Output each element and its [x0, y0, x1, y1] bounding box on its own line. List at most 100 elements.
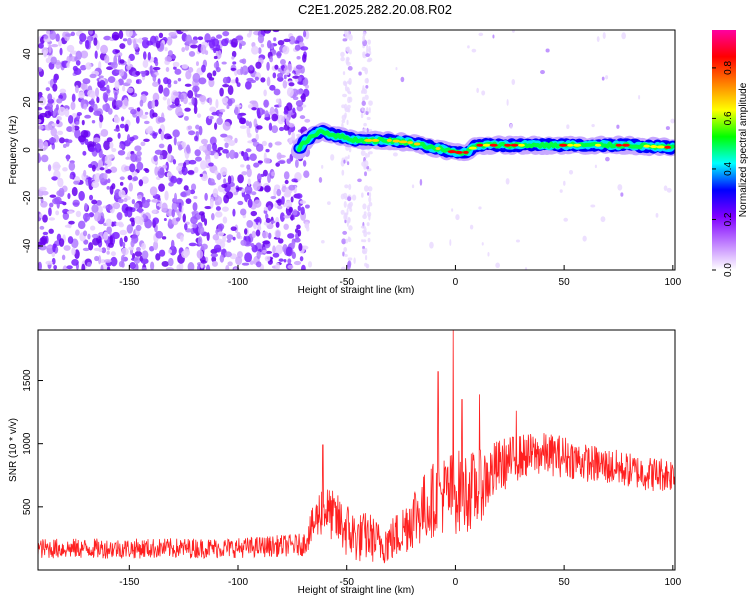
colorbar-tick-label: 0.0 [723, 263, 734, 277]
spectrogram-noise-dot [106, 185, 110, 190]
spectrogram-noise-dot [88, 242, 94, 251]
spectrogram-noise-dot [122, 38, 128, 42]
spectrogram-noise-dot [71, 93, 76, 103]
spectrogram-faint-dot [455, 214, 460, 221]
spectrogram-noise-dot [112, 231, 120, 240]
colorbar-ticks: 0.0 0.2 0.4 0.6 0.8 [712, 61, 734, 277]
spectrogram-faint-dot [345, 46, 350, 52]
spectrogram-noise-dot [118, 68, 125, 77]
spectrogram-noise-dot [45, 57, 52, 64]
spectrogram-noise-dot [81, 263, 86, 270]
spectrogram-faint-dot [620, 192, 624, 197]
spectrogram-noise-dot [93, 110, 102, 116]
spectrogram-faint-dot [340, 56, 345, 62]
spectrogram-noise-dot [147, 51, 151, 61]
spectrogram-noise-dot [115, 100, 123, 108]
spectrogram-noise-dot [283, 215, 291, 219]
ridge-hot-spot [462, 150, 469, 154]
spectrogram-noise-dot [170, 239, 175, 250]
spectrogram-noise-dot [136, 150, 142, 157]
spectrogram-noise-dot [192, 223, 198, 229]
spectrogram-noise-dot [177, 77, 182, 82]
spectrogram-noise-dot [109, 141, 114, 149]
spectrogram-faint-dot [363, 185, 369, 192]
spectrogram-noise-dot [123, 235, 128, 243]
spectrogram-noise-dot [190, 39, 198, 45]
spectrogram-faint-dot [321, 239, 325, 244]
spectrogram-faint-dot [340, 193, 345, 200]
spectrogram-noise-dot [162, 164, 168, 169]
spectrogram-noise-dot [286, 158, 292, 164]
spectrogram-noise-dot [222, 31, 230, 37]
spectrogram-noise-dot [42, 231, 49, 236]
spectrogram-faint-dot [347, 66, 353, 71]
spectrogram-noise-dot [105, 204, 113, 211]
spectrogram-noise-dot [241, 188, 245, 193]
spectrogram-noise-dot [49, 202, 54, 208]
spectrogram-noise-dot [180, 191, 187, 198]
spectrogram-noise-dot [164, 47, 168, 52]
spectrogram-noise-dot [75, 229, 80, 236]
spectrogram-noise-dot [141, 176, 149, 184]
spectrogram-noise-dot [124, 123, 129, 132]
spectrogram-noise-dot [94, 87, 99, 98]
spectrogram-noise-dot [279, 212, 285, 222]
spectrogram-noise-dot [222, 121, 231, 131]
spectrogram-faint-dot [362, 203, 367, 210]
spectrogram-faint-dot [361, 87, 366, 94]
spectrogram-noise-dot [168, 182, 174, 187]
spectrogram-noise-dot [131, 199, 136, 205]
spectrogram-noise-dot [265, 213, 269, 220]
spectrogram-noise-dot [56, 130, 64, 136]
spectrogram-noise-dot [63, 245, 71, 251]
spectrogram-faint-dot [348, 34, 353, 41]
spectrogram-noise-dot [303, 30, 307, 38]
spectrogram-noise-dot [154, 149, 163, 155]
spectrogram-noise-dot [200, 260, 207, 264]
spectrogram-noise-dot [288, 35, 296, 45]
spectrogram-faint-dot [361, 248, 366, 254]
spectrogram-faint-dot [368, 192, 372, 198]
spectrogram-noise-dot [262, 249, 267, 254]
spectrogram-noise-dot [249, 260, 255, 265]
spectrogram-noise-dot [52, 243, 56, 253]
spectrogram-noise-dot [152, 209, 157, 214]
spectrogram-noise-dot [78, 190, 85, 201]
spectrogram-noise-dot [140, 258, 149, 265]
spectrogram-noise-dot [255, 261, 262, 268]
colorbar-tick-label: 0.2 [723, 212, 734, 226]
spectrogram-noise-dot [155, 253, 161, 261]
spectrogram-noise-dot [134, 145, 142, 152]
spectrogram-noise-dot [241, 262, 250, 266]
spectrogram-noise-dot [215, 34, 223, 39]
ridge-hot-spot [518, 143, 525, 147]
spectrogram-noise-dot [191, 96, 195, 105]
spectrogram-noise-dot [264, 255, 271, 262]
spectrogram-noise-dot [257, 222, 261, 231]
spectrogram-faint-dot [343, 103, 348, 111]
spectrogram-noise-dot [75, 121, 80, 125]
spectrogram-faint-dot [367, 186, 373, 192]
spectrogram-noise-dot [275, 244, 284, 255]
spectrogram-noise-dot [149, 245, 155, 252]
spectrogram-ridge [290, 122, 675, 162]
spectrogram-noise-dot [265, 218, 271, 223]
chart-title: C2E1.2025.282.20.08.R02 [298, 2, 452, 17]
spectrogram-faint-dot [481, 90, 486, 96]
spectrogram-noise-dot [56, 98, 63, 104]
spectrogram-noise-dot [221, 206, 229, 212]
spectrogram-faint-dot [582, 235, 587, 242]
x-tick-label: -100 [228, 277, 248, 288]
spectrogram-noise-dot [99, 167, 105, 171]
spectrogram-noise-dot [213, 244, 222, 253]
spectrogram-faint-dot [307, 261, 313, 268]
spectrogram-faint-dot [545, 48, 550, 53]
spectrogram-noise-dot [123, 197, 128, 203]
spectrogram-faint-dot [566, 124, 570, 129]
spectrogram-faint-dot [365, 110, 369, 115]
spectrogram-faint-dot [368, 202, 373, 207]
spectrogram-faint-dot [590, 204, 596, 208]
spectrogram-noise-dot [294, 159, 299, 168]
spectrogram-noise-dot [281, 196, 285, 205]
spectrogram-faint-dot [621, 32, 626, 40]
